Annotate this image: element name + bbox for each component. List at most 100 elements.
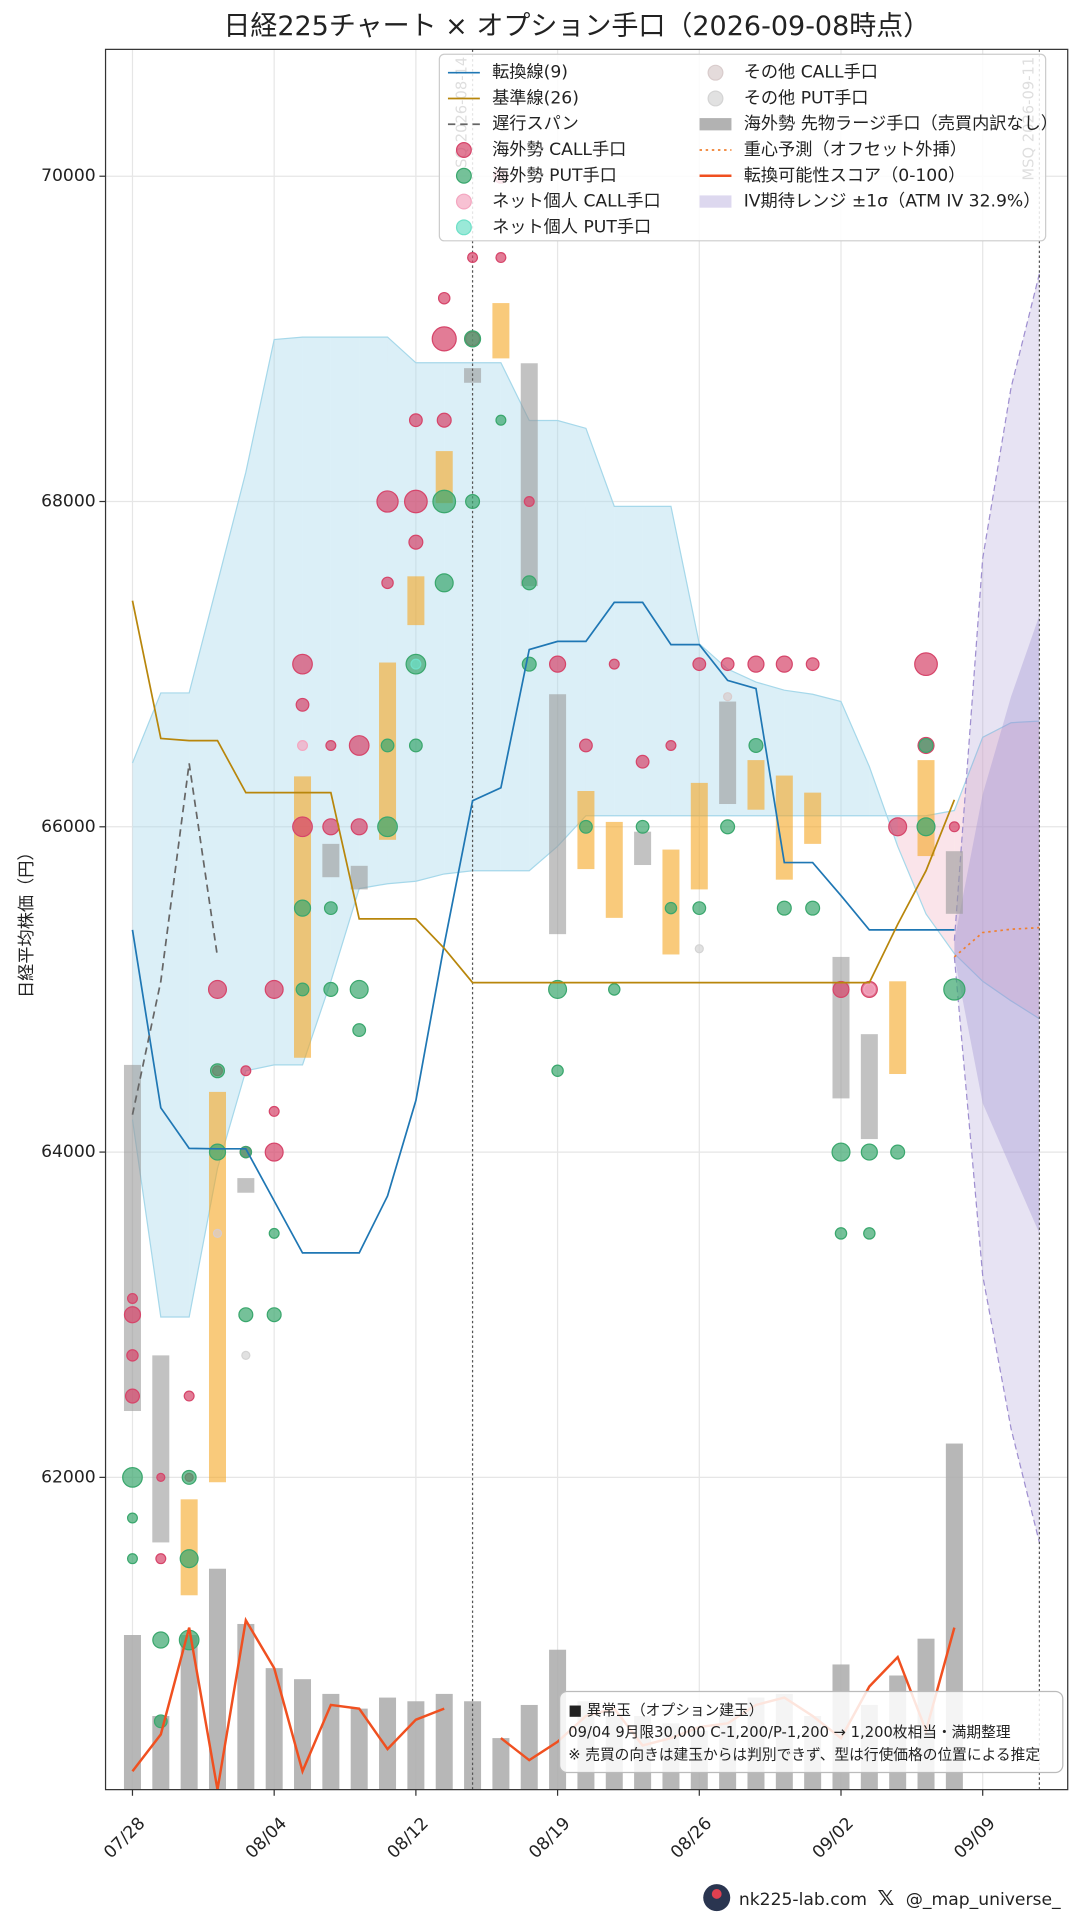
- legend-label: 基準線(26): [492, 88, 579, 108]
- footer-account: @_map_universe_: [906, 1890, 1061, 1910]
- volume-bar: [407, 1701, 425, 1790]
- cloud-segment: [642, 506, 671, 816]
- option-bubble: [264, 1142, 284, 1162]
- price-box: [889, 981, 907, 1075]
- option-bubble: [350, 818, 368, 836]
- option-bubble: [888, 817, 908, 837]
- legend-label: ネット個人 CALL手口: [492, 192, 661, 212]
- legend-label: 海外勢 先物ラージ手口（売買内訳なし）: [744, 114, 1058, 134]
- option-bubble: [523, 496, 535, 508]
- legend-patch: [699, 195, 732, 208]
- option-bubble: [126, 1512, 138, 1524]
- legend-label: 海外勢 PUT手口: [492, 166, 617, 186]
- legend-label: 重心予測（オフセット外挿）: [744, 140, 967, 160]
- plot-frame: [104, 48, 1069, 1791]
- price-box: [350, 865, 368, 890]
- price-box: [804, 792, 822, 844]
- annotation-text: ■ 異常玉（オプション建玉）: [568, 1702, 763, 1719]
- price-box: [719, 701, 737, 805]
- option-bubble: [297, 739, 309, 751]
- option-bubble: [579, 738, 593, 753]
- series-line: [131, 763, 219, 1115]
- volume-bar: [123, 1635, 141, 1790]
- price-box: [407, 576, 425, 626]
- option-bubble: [495, 252, 507, 264]
- option-bubble: [548, 979, 568, 999]
- option-bubble: [720, 819, 736, 835]
- option-bubble: [292, 653, 313, 675]
- option-bubble: [723, 692, 733, 702]
- option-bubble: [805, 657, 820, 672]
- cloud-segment: [472, 362, 501, 871]
- option-bubble: [126, 1553, 138, 1565]
- option-bubble: [918, 737, 934, 754]
- chart-title: 日経225チャート × オプション手口（2026-09-08時点）: [223, 11, 930, 42]
- option-bubble: [916, 817, 936, 837]
- option-bubble: [863, 1227, 876, 1240]
- option-bubble: [551, 1064, 564, 1078]
- legend-marker: [455, 142, 472, 158]
- footer: nk225-lab.com 𝕏 @_map_universe_: [703, 1884, 1061, 1912]
- option-bubble: [805, 900, 821, 916]
- option-bubble: [268, 1105, 280, 1117]
- legend-box: [438, 53, 1047, 242]
- option-bubble: [376, 490, 399, 513]
- price-box: [690, 782, 708, 890]
- annotation-box: [559, 1690, 1064, 1774]
- cloud-segment: [1011, 721, 1040, 1019]
- option-bubble: [832, 980, 850, 999]
- series-line: [953, 926, 1040, 958]
- option-bubble: [212, 1228, 223, 1239]
- volume-bar: [237, 1623, 255, 1790]
- cloud-segment: [840, 701, 870, 816]
- option-bubble: [123, 1306, 142, 1324]
- price-box: [152, 1355, 170, 1543]
- option-bubble: [408, 534, 424, 550]
- volume-bar: [520, 1704, 538, 1790]
- option-bubble: [943, 978, 966, 1001]
- option-bubble: [264, 979, 284, 999]
- option-bubble: [241, 1350, 251, 1360]
- option-bubble: [495, 414, 507, 426]
- option-bubble: [463, 330, 482, 348]
- volume-bar: [379, 1697, 397, 1790]
- option-bubble: [381, 576, 394, 590]
- option-bubble: [323, 981, 339, 997]
- y-tick-label: 62000: [41, 1467, 96, 1487]
- option-bubble: [437, 291, 451, 305]
- option-bubble: [183, 1390, 195, 1402]
- legend-label: その他 PUT手口: [744, 88, 869, 108]
- price-box: [237, 1178, 255, 1193]
- option-bubble: [692, 657, 707, 672]
- option-bubble: [548, 655, 567, 673]
- option-bubble: [266, 1307, 282, 1323]
- option-bubble: [747, 655, 765, 673]
- option-bubble: [776, 900, 792, 916]
- price-box: [549, 694, 567, 935]
- option-bubble: [155, 1553, 167, 1565]
- volume-bar: [435, 1693, 453, 1790]
- option-bubble: [694, 944, 704, 954]
- option-bubble: [664, 901, 678, 915]
- option-bubble: [434, 573, 454, 593]
- annotation-text: ※ 売買の向きは建玉からは判別できず、型は行使価格の位置による推定: [568, 1746, 1040, 1763]
- cloud-edge: [131, 336, 1040, 1020]
- option-bubble: [295, 697, 310, 712]
- price-box: [123, 1064, 141, 1412]
- option-bubble: [431, 326, 457, 352]
- option-bubble: [863, 983, 876, 996]
- iv-edge: [953, 956, 1040, 1543]
- x-logo: 𝕏: [878, 1886, 895, 1910]
- option-bubble: [608, 658, 620, 670]
- legend-label: 遅行スパン: [492, 114, 579, 134]
- volume-bar: [492, 1738, 510, 1790]
- cloud-segment: [614, 506, 643, 816]
- price-box: [945, 851, 963, 914]
- option-bubble: [692, 901, 707, 916]
- price-box: [860, 1034, 878, 1140]
- y-tick-label: 68000: [41, 492, 96, 512]
- cloud-segment: [245, 339, 275, 1071]
- cloud-segment: [160, 692, 190, 1317]
